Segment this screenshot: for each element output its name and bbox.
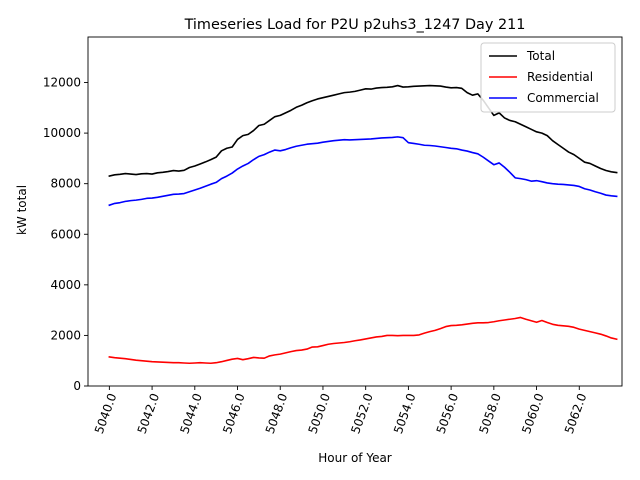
series-line-total	[108, 84, 618, 178]
axes-frame	[87, 36, 623, 387]
y-tick-label: 4000	[50, 278, 81, 292]
legend-label-total: Total	[526, 49, 555, 63]
y-tick-label: 12000	[43, 76, 81, 90]
series-line-commercial	[108, 136, 618, 207]
y-axis-title: kW total	[15, 185, 29, 235]
legend-box	[480, 42, 616, 113]
y-tick-label: 6000	[50, 227, 81, 241]
series-line-residential	[108, 316, 618, 365]
plot-area	[108, 84, 618, 365]
chart-title: Timeseries Load for P2U p2uhs3_1247 Day …	[184, 17, 526, 33]
y-tick-label: 8000	[50, 177, 81, 191]
legend-label-commercial: Commercial	[527, 91, 599, 105]
legend-label-residential: Residential	[527, 70, 593, 84]
y-tick-label: 2000	[50, 328, 81, 342]
legend: Total Residential Commercial	[480, 42, 616, 113]
x-axis-title: Hour of Year	[318, 451, 392, 465]
y-tick-label: 10000	[43, 126, 81, 140]
y-tick-label: 0	[73, 379, 81, 393]
